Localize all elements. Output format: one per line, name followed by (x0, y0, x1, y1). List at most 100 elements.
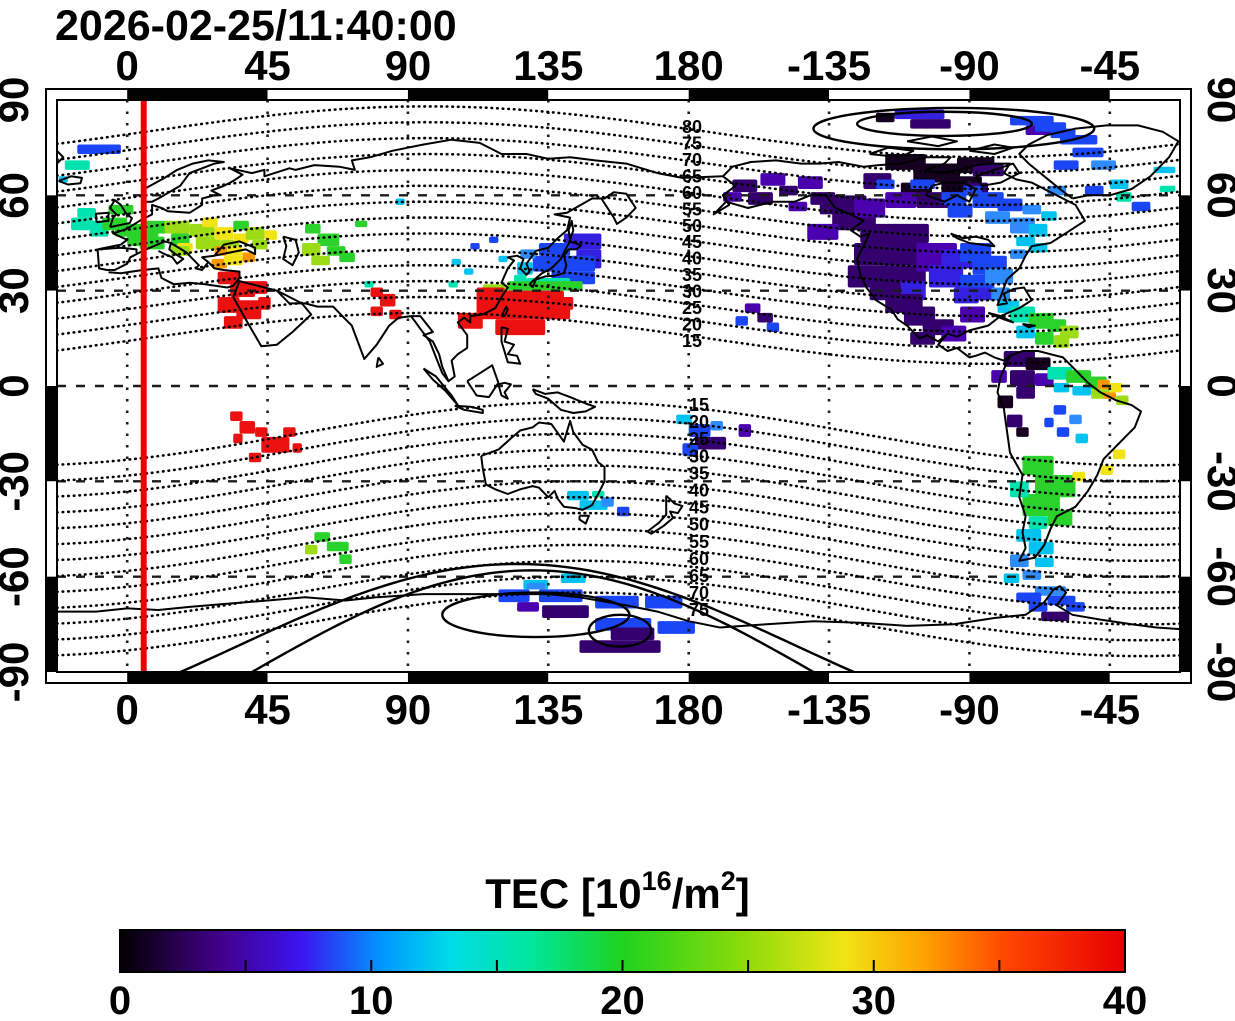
tec-cell (498, 589, 530, 603)
magnetic-latitude-contour-north (57, 279, 1180, 334)
tec-cell (1041, 211, 1057, 221)
tec-cell (1009, 370, 1035, 386)
coastline (108, 261, 241, 289)
tec-cell (354, 220, 368, 228)
tec-cell (77, 208, 96, 218)
coastline (500, 305, 509, 318)
tec-cell (233, 220, 249, 231)
frame-band-left (46, 386, 57, 482)
magnetic-latitude-contour-north (57, 184, 1180, 238)
tec-cell (1003, 573, 1020, 584)
map-frame (45, 88, 1192, 684)
contour-label-south: 45 (689, 498, 709, 518)
tec-cell (526, 583, 546, 590)
coastline (497, 381, 512, 400)
contour-label-north: 75 (682, 133, 702, 153)
contour-label-north: 35 (682, 265, 702, 285)
contour-label-south: 40 (689, 481, 709, 501)
tec-cell (1006, 414, 1023, 428)
lon-tick-label-top: 45 (244, 42, 291, 89)
tec-cell (732, 179, 758, 193)
map-area: 8075706560555045403530252015152025303540… (57, 100, 1180, 672)
tec-cell (239, 420, 256, 434)
contour-label-north: 80 (682, 117, 702, 137)
frame-band-top (127, 89, 268, 100)
tec-cell (1041, 611, 1070, 622)
lat-tick-label-left: -30 (0, 451, 37, 512)
colorbar-tick-label: 30 (852, 979, 897, 1021)
lat-tick-label-right: -30 (1199, 451, 1235, 512)
magnetic-latitude-contour-south (57, 416, 1180, 483)
tec-cell (941, 325, 967, 342)
north-polar-contour (812, 106, 1096, 151)
magnetic-latitude-contour-south (57, 511, 1180, 579)
frame-band-top (267, 89, 408, 100)
tec-cell (71, 217, 93, 231)
frame-band-bottom (407, 672, 549, 683)
tec-cell (448, 281, 458, 288)
lon-tick-label-bottom: -135 (787, 686, 871, 733)
tec-cell (1044, 417, 1054, 428)
contour-label-south: 30 (689, 446, 709, 466)
magnetic-latitude-contour-north (57, 311, 1180, 366)
lat-tick-label-right: 30 (1199, 267, 1235, 314)
tec-cell (1034, 331, 1054, 345)
coastline (282, 235, 300, 267)
lon-tick-label-bottom: -90 (939, 686, 1000, 733)
tec-cell (195, 236, 221, 250)
lat-tick-label-right: 0 (1199, 374, 1235, 397)
magnetic-latitude-contour-south (57, 527, 1180, 594)
tec-cell (255, 427, 268, 437)
tec-cell (538, 243, 571, 256)
tec-cell (1016, 386, 1035, 399)
tec-cell (1009, 249, 1026, 259)
magnetic-latitude-contour-north (57, 232, 1180, 286)
contour-label-south: 65 (689, 566, 709, 586)
contour-label-south: 55 (689, 532, 709, 552)
tec-cell (451, 258, 461, 266)
tec-cell (304, 544, 318, 555)
lon-tick-label-bottom: 0 (116, 686, 139, 733)
tec-cell (910, 179, 936, 189)
contour-label-south: 35 (689, 463, 709, 483)
tec-cell (517, 602, 539, 612)
north-polar-contour (855, 110, 1034, 138)
lon-tick-label-bottom: -45 (1079, 686, 1140, 733)
tec-cell (1075, 433, 1088, 444)
frame-band-bottom (267, 672, 408, 683)
tec-cell (283, 427, 296, 437)
coastline-layer (57, 124, 1180, 631)
magnetic-latitude-contour-north (57, 168, 1180, 223)
lat-tick-label-right: -90 (1199, 642, 1235, 703)
south-polar-contour (587, 613, 653, 648)
tec-cell (261, 436, 290, 453)
coastline (96, 246, 138, 271)
lon-tick-label-top: -45 (1079, 42, 1140, 89)
tec-cell (223, 255, 243, 266)
contour-label-south: 70 (689, 583, 709, 603)
tec-cell (766, 322, 780, 332)
tec-cell (1109, 382, 1123, 393)
coastline (974, 162, 1021, 187)
magnetic-latitude-contour-north (57, 200, 1180, 254)
tec-cell (1066, 602, 1085, 612)
tec-cell (1016, 592, 1042, 603)
tec-cell (164, 220, 190, 234)
magnetic-latitude-contour-north (57, 136, 1180, 191)
tec-cell (339, 252, 355, 263)
coastline (57, 585, 1180, 631)
coastline (996, 350, 1142, 562)
coastline (528, 240, 583, 289)
magnetic-latitude-contour-south (57, 432, 1180, 499)
tec-cell (610, 627, 655, 641)
tec-cell (735, 316, 748, 326)
tec-cell (1056, 427, 1070, 437)
tec-cell-layer (58, 109, 1176, 653)
coastline (906, 135, 958, 148)
colorbar-tick-label: 10 (349, 979, 394, 1021)
tec-cell (217, 297, 240, 313)
tec-cell (301, 243, 321, 256)
axis-labels: 0 0 45 45 90 90 135 135 180 180 -135 -135 -90 -90 -45 -… (0, 42, 1235, 733)
contour-label-south: 60 (689, 549, 709, 569)
frame-band-bottom (57, 672, 128, 683)
